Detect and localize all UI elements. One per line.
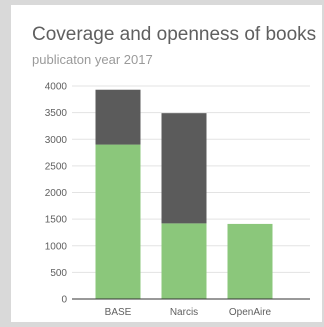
y-tick-label: 4000 (45, 82, 68, 93)
y-tick-label: 3500 (45, 108, 68, 119)
bar-segment-1 (227, 223, 273, 299)
bar-segment-1 (161, 223, 207, 299)
bar-segment-2 (95, 89, 141, 145)
bar-segment-1 (95, 144, 141, 299)
y-tick-label: 1000 (45, 241, 68, 252)
y-tick-label: 2500 (45, 161, 68, 172)
chart-subtitle: publicaton year 2017 (32, 52, 153, 67)
y-tick-label: 3000 (45, 135, 68, 146)
y-tick-label: 2000 (45, 188, 68, 199)
x-tick-label: OpenAire (229, 307, 272, 318)
x-tick-label: BASE (105, 307, 132, 318)
y-tick-label: 1500 (45, 215, 68, 226)
bar-segment-2 (161, 113, 207, 224)
chart-title: Coverage and openness of books (32, 24, 317, 45)
x-tick-label: Narcis (170, 307, 198, 318)
y-tick-label: 500 (50, 268, 67, 279)
y-tick-label: 0 (61, 295, 67, 306)
